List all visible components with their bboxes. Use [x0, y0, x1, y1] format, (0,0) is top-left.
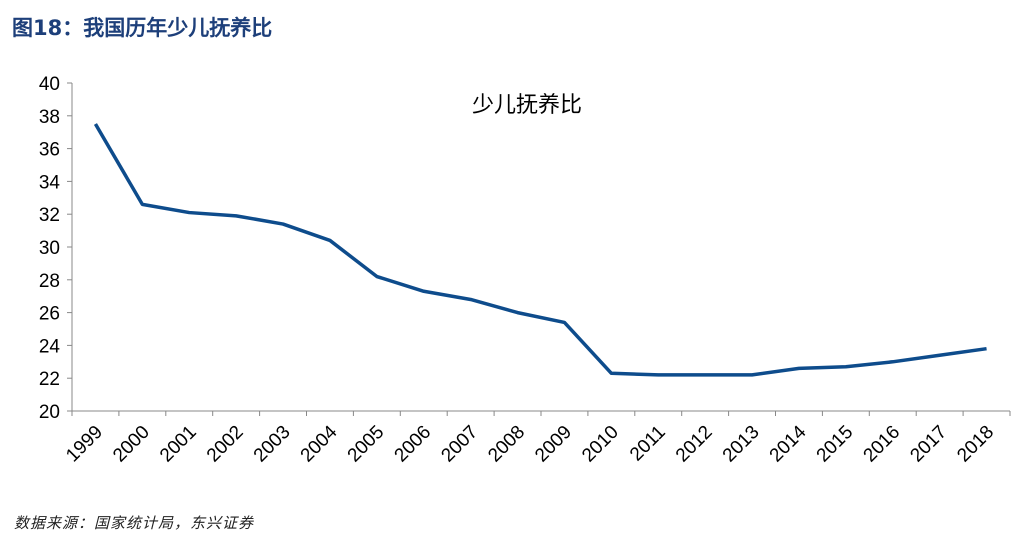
x-tick-label: 2003 [250, 422, 295, 467]
x-tick-label: 2007 [437, 422, 482, 467]
x-tick-label: 2012 [672, 422, 717, 467]
x-tick-label: 2016 [860, 422, 905, 467]
x-tick-label: 2004 [297, 421, 342, 466]
x-tick-label: 2000 [109, 422, 154, 467]
y-tick-label: 26 [39, 304, 60, 325]
x-tick-label: 2014 [766, 421, 811, 466]
x-tick-label: 1999 [62, 422, 107, 467]
line-chart: 少儿抚养比 20 22 24 26 28 30 32 34 36 38 40 1999 2000 2001… [39, 74, 1011, 467]
x-tick-label: 2009 [531, 422, 576, 467]
x-tick-label: 2011 [626, 422, 670, 466]
x-tick-label: 2008 [484, 422, 529, 467]
y-tick-label: 30 [39, 238, 60, 259]
series-line [93, 123, 987, 377]
y-tick-label: 20 [39, 402, 60, 423]
chart-title: 少儿抚养比 [472, 93, 582, 118]
y-tick-label: 36 [39, 140, 60, 161]
x-tick-label: 2015 [813, 422, 858, 467]
source-note: 数据来源：国家统计局，东兴证券 [14, 514, 255, 532]
x-tick-label: 2018 [953, 422, 998, 467]
x-tick-label: 2017 [906, 422, 951, 467]
y-tick-label: 38 [39, 107, 60, 128]
y-tick-label: 22 [39, 369, 60, 390]
y-tick-label: 24 [39, 336, 61, 357]
x-tick-label: 2006 [391, 422, 436, 467]
x-tick-label: 2001 [156, 422, 201, 467]
y-tick-label: 28 [39, 271, 60, 292]
figure-title: 图18：我国历年少儿抚养比 [12, 16, 273, 40]
x-tick-label: 2013 [719, 422, 764, 467]
y-tick-label: 40 [39, 74, 60, 95]
x-tick-label: 2010 [578, 422, 623, 467]
x-tick-label: 2002 [203, 422, 248, 467]
x-tick-label: 2005 [344, 422, 389, 467]
y-tick-label: 34 [39, 172, 61, 193]
y-tick-label: 32 [39, 205, 60, 226]
